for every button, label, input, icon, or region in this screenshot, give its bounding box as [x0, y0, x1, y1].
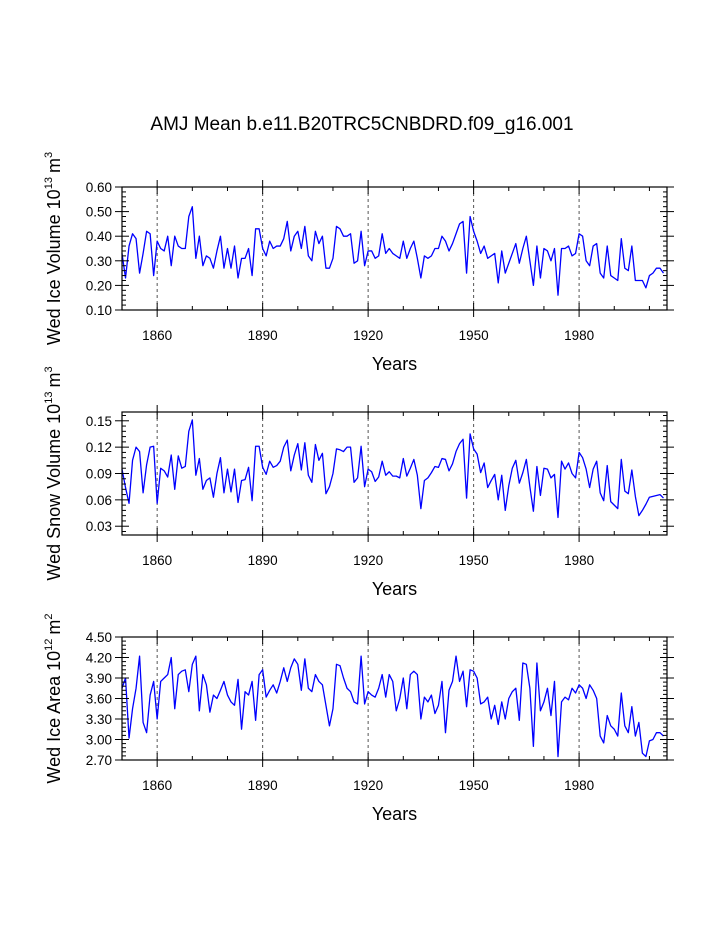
chart-1-ylabel-unit: m	[44, 158, 64, 173]
chart-2-xtick-label: 1890	[248, 553, 278, 568]
chart-2-ylabel: Wed Snow Volume 1013 m3	[43, 366, 64, 580]
chart-2-ytick-label: 0.03	[86, 519, 112, 534]
chart-1-ytick-label: 0.60	[86, 180, 112, 195]
chart-3-ylabel-text: Wed Ice Area	[44, 671, 64, 784]
chart-3-ylabel-unit-exp: 2	[43, 613, 55, 619]
chart-3-ylabel-exp: 12	[43, 639, 55, 651]
chart-3-ytick-label: 3.00	[86, 733, 112, 748]
chart-1-xtick-label: 1890	[248, 328, 278, 343]
chart-3: 2.70 3.00 3.30 3.60 3.90 4.20 4.50 1860 1890 1920…	[43, 613, 674, 824]
chart-1-xtick-label: 1980	[564, 328, 594, 343]
chart-1-xtick-label: 1920	[353, 328, 383, 343]
chart-2-xtick-label: 1980	[564, 553, 594, 568]
chart-3-ytick-label: 3.30	[86, 712, 112, 727]
chart-2-frame	[121, 411, 668, 536]
chart-2-ytick-label: 0.12	[86, 440, 112, 455]
chart-2-ylabel-exp: 13	[43, 392, 55, 404]
chart-1-ylabel-text: Wed Ice Volume	[44, 209, 64, 345]
chart-1-ylabel-unit-exp: 3	[43, 152, 55, 158]
chart-1: 0.10 0.20 0.30 0.40 0.50 0.60 1860 1890 1920 1950…	[43, 152, 674, 374]
figure-title: AMJ Mean b.e11.B20TRC5CNBDRD.f09_g16.001	[150, 114, 573, 135]
chart-1-xtick-label: 1950	[459, 328, 489, 343]
chart-1-ylabel-exp: 13	[43, 177, 55, 189]
chart-3-ytick-label: 4.20	[86, 651, 112, 666]
chart-2: 0.03 0.06 0.09 0.12 0.15 1860 1890 1920 1950 1980…	[43, 366, 674, 599]
chart-1-series-line	[121, 206, 665, 296]
chart-1-ylabel-base: 10	[44, 189, 64, 209]
chart-1-ylabel: Wed Ice Volume 1013 m3	[43, 152, 64, 345]
chart-3-xtick-label: 1950	[459, 778, 489, 793]
chart-3-ylabel-base: 10	[44, 651, 64, 671]
chart-1-ytick-label: 0.20	[86, 278, 112, 293]
chart-1-ytick-label: 0.40	[86, 229, 112, 244]
chart-3-ytick-label: 3.60	[86, 692, 112, 707]
chart-3-xlabel: Years	[372, 804, 417, 824]
chart-3-ytick-label: 3.90	[86, 671, 112, 686]
chart-2-xlabel: Years	[372, 579, 417, 599]
chart-3-series-line	[121, 655, 664, 758]
chart-1-xtick-label: 1860	[142, 328, 172, 343]
chart-1-ytick-label: 0.10	[86, 303, 112, 318]
chart-2-ylabel-unit-exp: 3	[43, 366, 55, 372]
chart-3-xtick-label: 1860	[142, 778, 172, 793]
chart-3-xtick-label: 1980	[564, 778, 594, 793]
chart-3-ytick-label: 4.50	[86, 630, 112, 645]
chart-3-xtick-label: 1920	[353, 778, 383, 793]
chart-3-xtick-label: 1890	[248, 778, 278, 793]
chart-3-ylabel-unit: m	[44, 620, 64, 635]
chart-3-ytick-label: 2.70	[86, 753, 112, 768]
chart-2-ylabel-text: Wed Snow Volume	[44, 424, 64, 581]
chart-2-xtick-label: 1920	[353, 553, 383, 568]
chart-2-ylabel-base: 10	[44, 404, 64, 424]
chart-2-ytick-label: 0.09	[86, 467, 112, 482]
chart-1-ytick-label: 0.30	[86, 254, 112, 269]
chart-2-ytick-label: 0.15	[86, 414, 112, 429]
chart-2-ytick-label: 0.06	[86, 493, 112, 508]
chart-2-xtick-label: 1950	[459, 553, 489, 568]
chart-1-frame	[121, 186, 668, 311]
chart-2-xtick-label: 1860	[142, 553, 172, 568]
chart-1-xlabel: Years	[372, 354, 417, 374]
chart-2-ylabel-unit: m	[44, 373, 64, 388]
chart-2-series-line	[121, 419, 664, 519]
chart-3-ylabel: Wed Ice Area 1012 m2	[43, 613, 64, 783]
chart-1-ytick-label: 0.50	[86, 205, 112, 220]
